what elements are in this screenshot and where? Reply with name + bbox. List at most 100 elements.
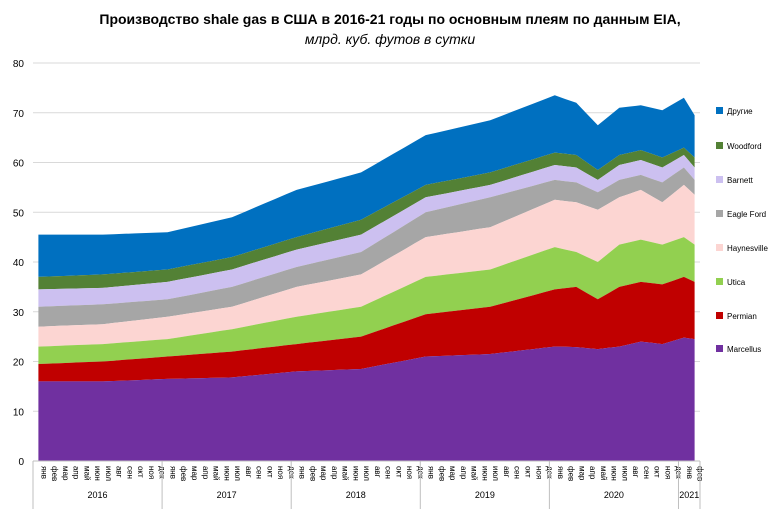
legend-label: Marcellus (727, 345, 761, 354)
y-tick-label: 20 (13, 358, 25, 369)
area-woodford (38, 147, 695, 290)
x-tick-label: авг (502, 466, 511, 478)
x-tick-label: июн (222, 466, 231, 481)
x-tick-label: сен (125, 466, 134, 479)
legend-swatch (716, 278, 723, 285)
legend-swatch (716, 312, 723, 319)
x-tick-label: мар (319, 466, 328, 481)
legend-label: Другие (727, 107, 753, 116)
area-другие (38, 95, 695, 277)
legend-label: Utica (727, 278, 746, 287)
x-tick-label: ноя (663, 466, 672, 479)
x-tick-label: апр (201, 466, 210, 480)
legend-label: Woodford (727, 142, 762, 151)
legend-swatch (716, 345, 723, 352)
x-tick-label: окт (394, 466, 403, 478)
x-axis: янвфевмарапрмайиюниюлавгсеноктноядекянвф… (32, 460, 705, 509)
x-tick-label: окт (136, 466, 145, 478)
x-tick-label: май (470, 466, 479, 480)
legend-label: Haynesville (727, 244, 768, 253)
x-tick-label: авг (631, 466, 640, 478)
x-tick-label: ноя (534, 466, 543, 479)
x-tick-label: май (599, 466, 608, 480)
x-tick-label: ноя (405, 466, 414, 479)
x-tick-label: янв (427, 466, 436, 479)
legend-label: Permian (727, 312, 757, 321)
x-year-label: 2019 (475, 490, 495, 500)
x-tick-label: сен (513, 466, 522, 479)
x-tick-label: янв (556, 466, 565, 479)
x-tick-label: янв (298, 466, 307, 479)
y-tick-label: 80 (13, 59, 25, 70)
area-marcellus (38, 337, 695, 461)
series-areas (38, 95, 695, 461)
x-tick-label: июл (104, 466, 113, 481)
x-tick-label: окт (653, 466, 662, 478)
y-tick-label: 10 (13, 407, 25, 418)
x-tick-label: окт (265, 466, 274, 478)
legend-swatch (716, 244, 723, 251)
y-tick-label: 60 (13, 159, 25, 170)
area-utica (38, 237, 695, 364)
legend-swatch (716, 107, 723, 114)
x-tick-label: май (82, 466, 91, 480)
x-tick-label: фев (50, 466, 59, 481)
area-permian (38, 276, 695, 382)
x-tick-label: мар (61, 466, 70, 481)
x-year-label: 2018 (346, 490, 366, 500)
x-tick-label: июл (362, 466, 371, 481)
y-tick-label: 50 (13, 208, 25, 219)
x-tick-label: мар (448, 466, 457, 481)
x-tick-label: сен (255, 466, 264, 479)
x-tick-label: фев (437, 466, 446, 481)
legend-swatch (716, 210, 723, 217)
area-haynesville (38, 184, 695, 347)
x-tick-label: янв (39, 466, 48, 479)
legend-label: Eagle Ford (727, 210, 766, 219)
x-tick-label: авг (373, 466, 382, 478)
x-year-label: 2021 (679, 490, 699, 500)
x-tick-label: авг (115, 466, 124, 478)
x-tick-label: фев (179, 466, 188, 481)
x-tick-label: июл (491, 466, 500, 481)
x-tick-label: апр (459, 466, 468, 480)
x-tick-label: июн (93, 466, 102, 481)
x-tick-label: сен (642, 466, 651, 479)
x-tick-label: апр (588, 466, 597, 480)
x-year-label: 2017 (217, 490, 237, 500)
x-year-label: 2016 (88, 490, 108, 500)
x-tick-label: май (212, 466, 221, 480)
x-tick-label: фев (567, 466, 576, 481)
x-tick-label: авг (244, 466, 253, 478)
x-tick-label: май (341, 466, 350, 480)
y-tick-label: 0 (18, 457, 24, 468)
x-tick-label: сен (384, 466, 393, 479)
x-tick-label: июл (233, 466, 242, 481)
x-tick-label: ноя (276, 466, 285, 479)
y-tick-label: 70 (13, 109, 25, 120)
x-tick-label: июн (351, 466, 360, 481)
legend-swatch (716, 176, 723, 183)
x-tick-label: окт (524, 466, 533, 478)
legend-label: Barnett (727, 176, 754, 185)
x-tick-label: апр (330, 466, 339, 480)
x-tick-label: фев (308, 466, 317, 481)
x-tick-label: июн (610, 466, 619, 481)
x-tick-label: янв (169, 466, 178, 479)
legend-swatch (716, 142, 723, 149)
legend: Другие Woodford Barnett Eagle Ford Haynesvil… (716, 107, 768, 354)
x-tick-label: июл (620, 466, 629, 481)
area-barnett (38, 155, 695, 307)
chart-subtitle: млрд. куб. футов в сутки (305, 31, 476, 47)
y-tick-label: 30 (13, 308, 25, 319)
x-tick-label: мар (190, 466, 199, 481)
chart-title: Производство shale gas в США в 2016-21 г… (99, 11, 680, 27)
x-tick-label: апр (72, 466, 81, 480)
x-tick-label: ноя (147, 466, 156, 479)
area-eagle-ford (38, 167, 695, 327)
y-tick-label: 40 (13, 258, 25, 269)
x-tick-label: мар (577, 466, 586, 481)
x-tick-label: янв (685, 466, 694, 479)
